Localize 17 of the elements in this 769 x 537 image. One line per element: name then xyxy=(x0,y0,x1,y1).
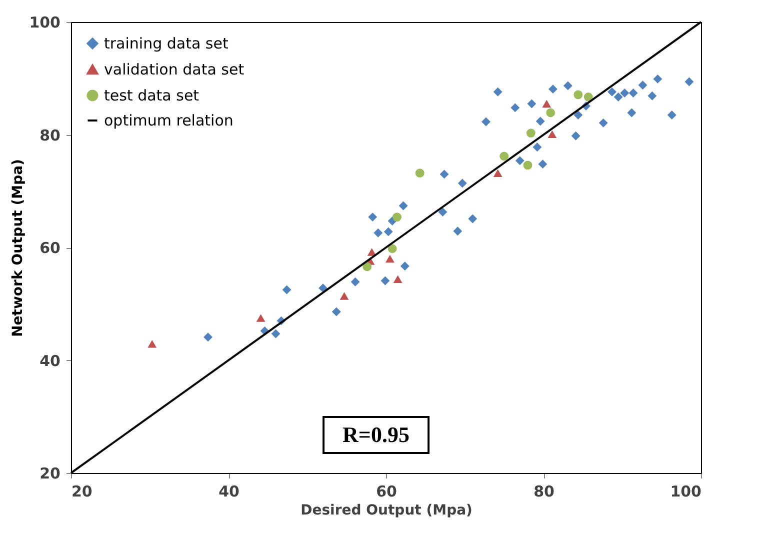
x-tick-label: 40 xyxy=(218,482,240,500)
legend-label: training data set xyxy=(104,34,228,52)
annotation: R=0.95 xyxy=(322,416,430,454)
x-tick-label: 20 xyxy=(72,482,92,500)
y-tick-label: 100 xyxy=(29,14,60,32)
y-tick-label: 20 xyxy=(40,464,60,482)
x-tick-label: 80 xyxy=(534,482,554,500)
x-tick-label: 60 xyxy=(376,482,397,500)
y-tick-label: 40 xyxy=(40,352,60,370)
legend-label: validation data set xyxy=(104,60,244,78)
y-tick-label: 80 xyxy=(40,126,60,144)
legend-label: test data set xyxy=(104,86,200,104)
y-tick-label: 60 xyxy=(40,239,60,257)
legend-label: optimum relation xyxy=(104,112,234,130)
y-axis-title: Network Output (Mpa) xyxy=(10,159,26,337)
x-axis-title: Desired Output (Mpa) xyxy=(300,502,472,518)
x-tick-label: 100 xyxy=(670,482,702,500)
